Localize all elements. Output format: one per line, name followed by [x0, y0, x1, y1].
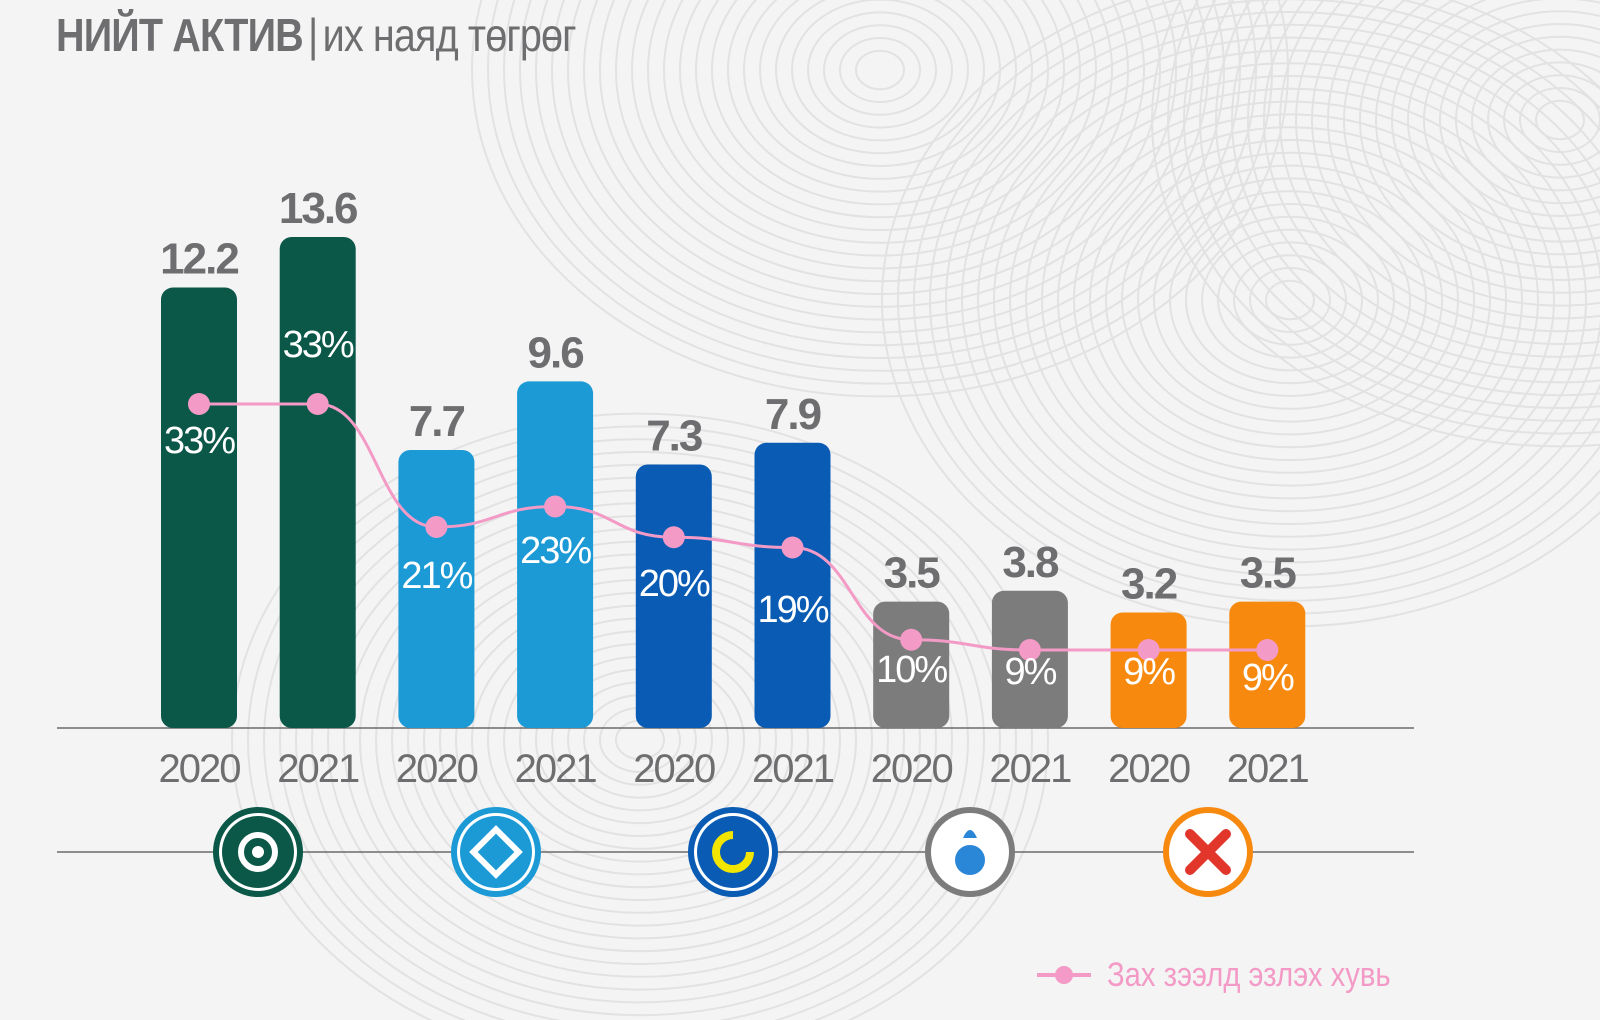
market-share-line [198, 402, 1268, 652]
share-label: 19% [757, 589, 828, 631]
x-tick-label: 2020 [396, 747, 478, 791]
x-tick-label: 2020 [1108, 747, 1190, 791]
market-share-point-2 [306, 393, 329, 415]
bar-value-label: 3.2 [1121, 559, 1177, 608]
market-share-point-7 [900, 628, 923, 651]
bar-3 [398, 450, 475, 728]
x-tick-label: 2021 [277, 747, 359, 791]
market-share-point-10 [1256, 639, 1279, 661]
market-share-point-1 [188, 393, 210, 415]
x-tick-label: 2021 [752, 747, 834, 791]
market-share-point-5 [662, 526, 685, 549]
bar-2 [279, 237, 356, 728]
title-unit: их наяд төгрөг [322, 9, 577, 61]
blue-logo-mark [712, 831, 754, 873]
x-tick-label: 2020 [159, 747, 241, 791]
market-share-point-9 [1137, 639, 1160, 661]
green-logo-ring [238, 832, 278, 872]
share-label: 23% [520, 530, 591, 572]
legend-label: Зах зээлд эзлэх хувь [1107, 955, 1391, 994]
share-label: 20% [639, 563, 710, 605]
legend: Зах зээлд эзлэх хувь [1035, 950, 1437, 1000]
market-share-point-8 [1018, 639, 1041, 661]
legend-marker-icon [1037, 966, 1091, 984]
market-share-point-6 [781, 536, 804, 559]
grey-logo-flame [963, 830, 977, 838]
share-label: 9% [1123, 651, 1175, 693]
orange-logo-cross [1185, 829, 1231, 875]
bar-value-label: 7.7 [409, 397, 465, 446]
share-label: 33% [164, 420, 235, 462]
lightblue-logo-diamond [469, 825, 523, 879]
share-label: 9% [1242, 657, 1294, 699]
title-separator: | [308, 9, 318, 61]
bar-value-label: 3.5 [884, 549, 941, 598]
x-tick-label: 2021 [1227, 747, 1309, 791]
x-tick-label: 2021 [515, 747, 597, 791]
bar-5 [635, 464, 712, 728]
x-tick-label: 2020 [871, 747, 953, 791]
x-tick-label: 2021 [989, 747, 1071, 791]
bar-10 [1229, 601, 1306, 728]
bar-value-label: 9.6 [528, 328, 584, 377]
bar-6 [754, 442, 831, 728]
share-label: 10% [876, 649, 947, 691]
bar-value-label: 12.2 [160, 235, 238, 284]
market-share-point-3 [425, 516, 448, 538]
bar-value-label: 3.8 [1002, 538, 1059, 587]
bar-value-label: 7.3 [646, 411, 702, 460]
x-tick-label: 2020 [633, 747, 715, 791]
bar-value-label: 3.5 [1240, 549, 1297, 598]
lightblue-logo-fill [460, 816, 532, 888]
grey-logo-drop [955, 845, 985, 875]
bar-value-label: 7.9 [765, 390, 821, 439]
market-share-point-4 [544, 495, 567, 518]
share-label: 21% [401, 555, 472, 597]
share-label: 33% [283, 324, 354, 366]
title-main: НИЙТ АКТИВ [56, 9, 304, 61]
green-logo-center [252, 846, 264, 858]
bar-9 [1110, 612, 1187, 728]
bar-1 [161, 287, 237, 728]
chart-title: НИЙТ АКТИВ | их наяд төгрөг [56, 8, 577, 62]
bar-value-label: 13.6 [279, 184, 357, 233]
bar-7 [873, 601, 950, 728]
share-label: 9% [1004, 651, 1056, 693]
bar-4 [517, 381, 594, 728]
blue-logo-fill [697, 816, 769, 888]
